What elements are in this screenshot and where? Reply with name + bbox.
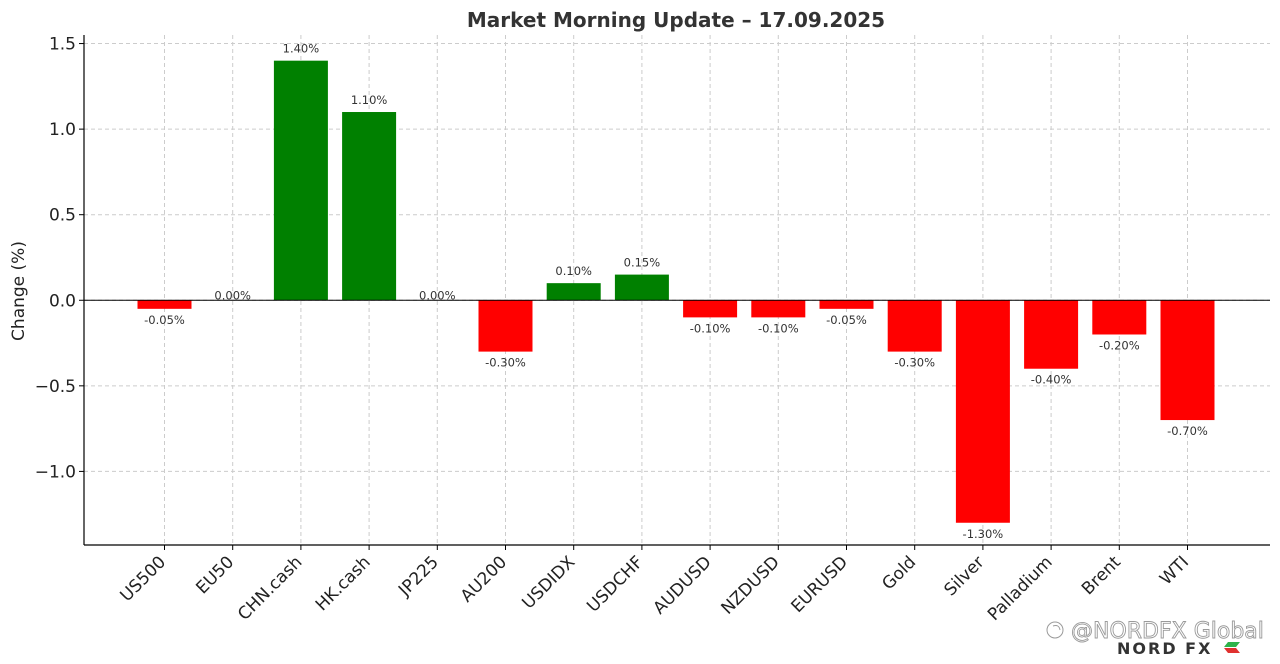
data-label: -0.30%	[485, 356, 526, 370]
data-label: -0.05%	[826, 313, 867, 327]
bar	[478, 300, 533, 352]
data-label: -0.05%	[144, 313, 185, 327]
nordfx-logo: NORD FX	[1117, 639, 1240, 658]
x-tick-label: Gold	[878, 552, 920, 594]
chart-title: Market Morning Update – 17.09.2025	[467, 8, 885, 32]
x-tick-label: Palladium	[984, 552, 1057, 625]
data-label: -0.20%	[1099, 338, 1140, 352]
data-label: -0.10%	[690, 321, 731, 335]
y-tick-label: −0.5	[35, 377, 76, 397]
bar	[342, 112, 397, 301]
y-tick-label: 1.5	[49, 35, 76, 55]
bar	[614, 274, 669, 301]
data-label: -0.40%	[1031, 373, 1072, 387]
grid-layer	[84, 35, 1270, 545]
y-tick-label: 0.0	[49, 291, 76, 311]
data-label: 1.40%	[283, 42, 320, 56]
x-tick-label: CHN.cash	[234, 552, 306, 624]
bar	[751, 300, 806, 318]
x-tick-label: Silver	[941, 552, 989, 600]
data-label: -0.70%	[1167, 424, 1208, 438]
y-ticks-layer: −1.0 −0.5 0.0 0.5 1.0 1.5	[35, 35, 84, 482]
weibo-icon	[1046, 621, 1064, 639]
data-label: 0.10%	[555, 264, 592, 278]
x-tick-label: Brent	[1078, 552, 1125, 599]
logo-x-red	[1224, 648, 1240, 653]
data-label: 1.10%	[351, 93, 388, 107]
y-axis-label: Change (%)	[9, 241, 29, 341]
x-tick-label: NZDUSD	[718, 552, 784, 618]
x-tick-label: USDCHF	[583, 552, 647, 616]
data-label: -0.10%	[758, 321, 799, 335]
bar	[546, 283, 601, 301]
bar	[273, 60, 328, 301]
x-tick-label: AU200	[457, 552, 511, 606]
bars-layer	[137, 60, 1215, 523]
watermark-text: @NORDFX Global	[1071, 619, 1264, 644]
y-tick-label: −1.0	[35, 462, 76, 482]
bar	[819, 300, 874, 309]
logo-x-green	[1224, 642, 1240, 647]
bar	[955, 300, 1010, 523]
x-tick-label: EURUSD	[787, 552, 852, 617]
x-tick-label: USDIDX	[518, 552, 579, 613]
x-tick-label: JP225	[394, 552, 443, 601]
data-label: 0.00%	[214, 288, 251, 302]
bar	[887, 300, 942, 352]
data-label: 0.00%	[419, 288, 456, 302]
bar	[137, 300, 192, 309]
bar	[1092, 300, 1147, 335]
x-tick-label: WTI	[1156, 552, 1193, 589]
bar	[1024, 300, 1079, 369]
bar	[1160, 300, 1215, 421]
brand-text: NORD FX	[1117, 639, 1212, 658]
data-label: -1.30%	[963, 527, 1004, 541]
data-label: 0.15%	[624, 256, 661, 270]
y-tick-label: 1.0	[49, 120, 76, 140]
x-tick-label: HK.cash	[312, 552, 375, 615]
data-labels-layer: -0.05% 0.00% 1.40% 1.10% 0.00% -0.30% 0.10% 0.1…	[144, 42, 1208, 541]
x-tick-label: US500	[117, 552, 171, 606]
bar	[683, 300, 738, 318]
axes-layer	[83, 35, 1270, 546]
data-label: -0.30%	[894, 356, 935, 370]
x-tick-label: AUDUSD	[650, 552, 716, 618]
x-tick-label: EU50	[192, 552, 238, 598]
watermark: @NORDFX Global NORD FX	[1046, 619, 1264, 658]
y-tick-label: 0.5	[49, 206, 76, 226]
